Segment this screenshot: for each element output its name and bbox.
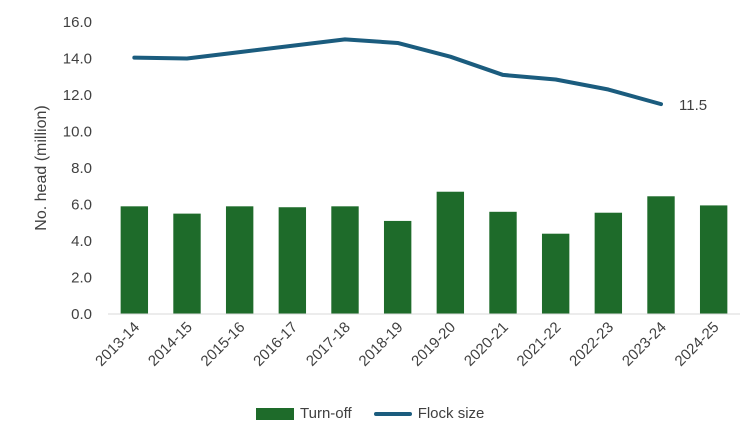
x-tick-label: 2022-23	[566, 319, 617, 370]
x-tick-label: 2015-16	[198, 319, 249, 370]
legend-item-turn-off: Turn-off	[256, 405, 352, 422]
x-tick-label: 2014-15	[145, 319, 196, 370]
x-tick-label: 2024-25	[672, 319, 723, 370]
legend-swatch-flock-size	[373, 411, 412, 416]
x-tick-label: 2017-18	[303, 319, 354, 370]
turn-off-bar	[278, 207, 307, 314]
turn-off-bars	[120, 191, 728, 314]
y-tick-label: 0.0	[71, 306, 92, 323]
turn-off-bar	[120, 206, 149, 314]
legend-swatch-turn-off	[256, 407, 294, 420]
y-tick-label: 8.0	[71, 160, 92, 177]
turn-off-bar	[383, 220, 412, 314]
x-tick-label: 2016-17	[250, 319, 301, 370]
y-tick-label: 16.0	[63, 14, 92, 31]
y-tick-label: 2.0	[71, 270, 92, 287]
x-tick-label: 2013-14	[92, 319, 143, 370]
x-tick-label: 2020-21	[461, 319, 512, 370]
x-tick-label: 2021-22	[514, 319, 565, 370]
turn-off-bar	[699, 205, 728, 314]
legend-item-flock-size: Flock size	[373, 405, 485, 422]
legend: Turn-off Flock size	[256, 405, 506, 422]
y-tick-label: 4.0	[71, 233, 92, 250]
flock-size-line-series	[132, 37, 663, 107]
y-tick-label: 6.0	[71, 197, 92, 214]
y-tick-label: 10.0	[63, 124, 92, 141]
x-tick-label: 2018-19	[356, 319, 407, 370]
flock-size-line	[132, 37, 663, 107]
legend-label-flock-size: Flock size	[417, 405, 485, 422]
turn-off-bar	[225, 206, 254, 314]
y-tick-label: 14.0	[63, 51, 92, 68]
x-tick-label: 2023-24	[619, 319, 670, 370]
x-axis-ticks: 2013-14 2014-15 2015-16 2016-17 2017-18 2018-…	[92, 319, 722, 370]
turn-off-bar	[331, 206, 359, 314]
turn-off-bar	[436, 191, 465, 314]
turn-off-bar	[594, 212, 623, 314]
y-axis-ticks: 0.0 2.0 4.0 6.0 8.0 10.0 12.0 14.0 16.0	[63, 14, 92, 323]
x-tick-label: 2019-20	[408, 319, 459, 370]
turn-off-bar	[173, 213, 201, 314]
y-tick-label: 12.0	[63, 87, 92, 104]
turn-off-bar	[541, 233, 570, 314]
turn-off-bar	[489, 211, 517, 314]
legend-label-turn-off: Turn-off	[300, 405, 352, 422]
turn-off-bar	[647, 196, 675, 314]
flock-size-data-label: 11.5	[679, 97, 707, 114]
y-axis-title: No. head (million)	[33, 105, 50, 230]
